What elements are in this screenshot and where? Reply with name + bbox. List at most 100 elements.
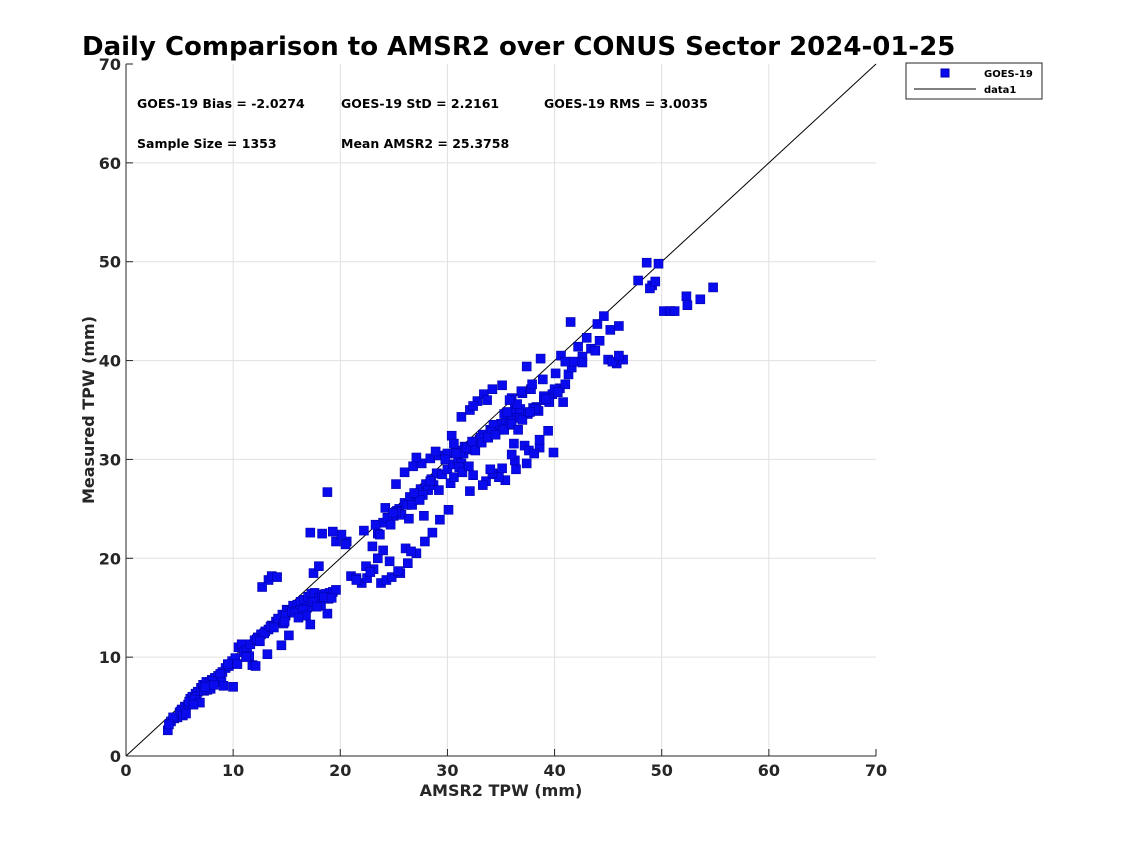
data-point	[594, 335, 605, 346]
data-point	[614, 350, 624, 361]
data-point	[470, 445, 481, 456]
data-point	[477, 480, 488, 490]
data-point	[548, 447, 559, 458]
data-point	[434, 485, 444, 495]
data-point	[653, 258, 664, 269]
data-point	[633, 275, 643, 286]
data-point	[607, 356, 618, 367]
y-tick-label: 70	[99, 55, 121, 74]
data-point	[188, 699, 199, 710]
data-point	[682, 300, 693, 311]
data-point	[560, 356, 571, 367]
data-point	[592, 319, 603, 329]
data-point	[521, 361, 532, 372]
data-point	[468, 470, 478, 481]
data-point	[581, 332, 592, 343]
data-point	[409, 488, 420, 498]
data-point	[279, 616, 290, 627]
data-point	[375, 529, 385, 540]
x-tick-label: 0	[120, 761, 131, 780]
data-point	[223, 659, 233, 669]
data-point	[509, 438, 519, 449]
rms-annotation: GOES-19 RMS = 3.0035	[544, 96, 708, 111]
data-point	[200, 681, 211, 692]
data-point	[525, 407, 535, 417]
y-tick-label: 40	[99, 352, 121, 371]
x-tick-labels: 0 10 20 30 40 50 60 70	[120, 761, 887, 780]
x-tick-label: 20	[329, 761, 351, 780]
data-point	[550, 368, 561, 379]
data-point	[476, 437, 487, 448]
data-point	[305, 527, 316, 538]
data-point	[499, 424, 510, 435]
data-point	[708, 282, 718, 293]
data-point	[232, 659, 243, 669]
data-point	[340, 539, 351, 550]
std-annotation: GOES-19 StD = 2.2161	[341, 96, 499, 111]
data-point	[645, 283, 655, 294]
y-tick-label: 10	[99, 648, 121, 667]
data-point	[241, 652, 251, 662]
stats-annotations: GOES-19 Bias = -2.0274 GOES-19 StD = 2.2…	[137, 96, 708, 151]
y-tick-label: 50	[99, 253, 121, 272]
data-point	[293, 612, 304, 623]
data-point	[419, 510, 429, 521]
data-point	[308, 568, 319, 578]
data-point	[468, 401, 478, 411]
data-point	[385, 519, 396, 530]
data-point	[467, 436, 477, 447]
data-point	[327, 526, 338, 537]
data-point	[521, 458, 532, 469]
data-point	[393, 566, 403, 576]
data-point	[599, 311, 609, 321]
data-point	[181, 708, 191, 719]
data-point	[391, 479, 401, 489]
data-point	[228, 681, 238, 692]
data-point	[218, 680, 229, 691]
data-point	[442, 464, 453, 475]
data-point	[414, 495, 425, 505]
data-point	[543, 425, 553, 436]
grid-lines	[126, 64, 876, 756]
goes19-points	[163, 257, 718, 736]
data-point	[272, 572, 282, 582]
x-tick-label: 60	[758, 761, 780, 780]
data-point	[404, 513, 414, 524]
data-point	[457, 467, 468, 478]
data-point	[511, 464, 521, 475]
data-point	[322, 487, 333, 497]
data-point	[305, 619, 316, 630]
data-point	[420, 536, 430, 547]
data-point	[552, 387, 563, 398]
y-tick-label: 30	[99, 450, 121, 469]
data-point	[535, 353, 546, 364]
data-point	[262, 649, 273, 660]
data-point	[367, 541, 378, 552]
data-point	[336, 529, 347, 540]
data-point	[456, 412, 467, 422]
data-point	[506, 449, 517, 460]
data-point	[443, 504, 454, 515]
data-point	[541, 394, 551, 404]
data-point	[255, 636, 265, 647]
data-point	[558, 397, 568, 407]
x-axis-label: AMSR2 TPW (mm)	[420, 781, 583, 800]
data-point	[435, 514, 445, 525]
data-point	[537, 374, 548, 385]
data-point	[516, 386, 527, 397]
data-point	[250, 661, 261, 671]
data-point	[487, 384, 498, 395]
x-tick-label: 40	[543, 761, 565, 780]
data-point	[317, 528, 327, 539]
data-point	[331, 536, 341, 547]
data-point	[399, 467, 410, 478]
data-point	[504, 395, 515, 405]
data-point	[560, 379, 571, 390]
x-tick-label: 70	[865, 761, 887, 780]
data-point	[215, 669, 226, 679]
y-tick-label: 0	[110, 747, 121, 766]
data-point	[276, 640, 287, 651]
data-point	[464, 461, 474, 472]
data-point	[372, 553, 383, 564]
